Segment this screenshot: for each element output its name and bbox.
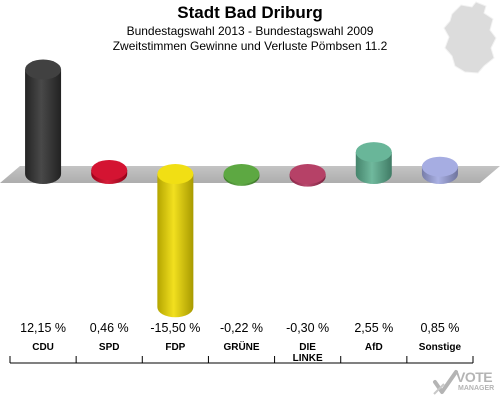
bar-fdp — [157, 164, 194, 318]
bar-cap-die-linke — [289, 164, 326, 184]
bar-cap-fdp — [157, 164, 194, 184]
bar-cap-afd — [355, 142, 392, 163]
bar-die-linke — [289, 164, 326, 187]
value-label-afd: 2,55 % — [354, 321, 393, 335]
category-label-gruene: GRÜNE — [223, 340, 259, 353]
bar-sonstige — [421, 156, 458, 184]
bar-cdu — [25, 59, 62, 184]
chart-subtitle: Bundestagswahl 2013 - Bundestagswahl 200… — [126, 24, 374, 38]
category-label-afd: AfD — [365, 342, 383, 353]
bar-cap-gruene — [223, 164, 260, 184]
bar-cap-spd — [91, 160, 128, 181]
brand-name: VOTE — [456, 369, 493, 385]
value-label-cdu: 12,15 % — [20, 321, 66, 335]
bar-gruene — [223, 164, 260, 186]
brand-tagline: MANAGER — [458, 385, 495, 392]
category-label-sonstige: Sonstige — [419, 342, 462, 353]
bar-afd — [355, 142, 392, 184]
value-label-spd: 0,46 % — [90, 321, 129, 335]
chart-subtitle-2: Zweitstimmen Gewinne und Verluste Pömbse… — [112, 39, 388, 53]
check-mark-icon — [433, 370, 458, 395]
bar-body-cdu — [25, 69, 62, 184]
vote-manager-logo: VOTE MANAGER — [432, 368, 498, 398]
value-labels-group: 12,15 % 0,46 % -15,50 % -0,22 % -0,30 % 2,55 … — [20, 321, 459, 335]
bar-cap-sonstige — [421, 156, 458, 177]
value-label-sonstige: 0,85 % — [420, 321, 459, 335]
bar-spd — [91, 160, 128, 184]
bar-cap-cdu — [25, 59, 62, 80]
category-label-spd: SPD — [99, 342, 120, 353]
chart-title: Stadt Bad Driburg — [177, 3, 323, 22]
value-label-die-linke: -0,30 % — [286, 321, 329, 335]
category-label-die-linke-line2: LINKE — [293, 353, 323, 364]
category-label-die-linke-line1: DIE — [299, 342, 316, 353]
germany-map-icon — [443, 1, 497, 74]
category-label-fdp: FDP — [165, 342, 185, 353]
bar-body-fdp — [157, 174, 194, 318]
category-label-cdu: CDU — [32, 342, 54, 353]
bars-group — [25, 59, 458, 318]
value-label-gruene: -0,22 % — [220, 321, 263, 335]
value-label-fdp: -15,50 % — [150, 321, 200, 335]
